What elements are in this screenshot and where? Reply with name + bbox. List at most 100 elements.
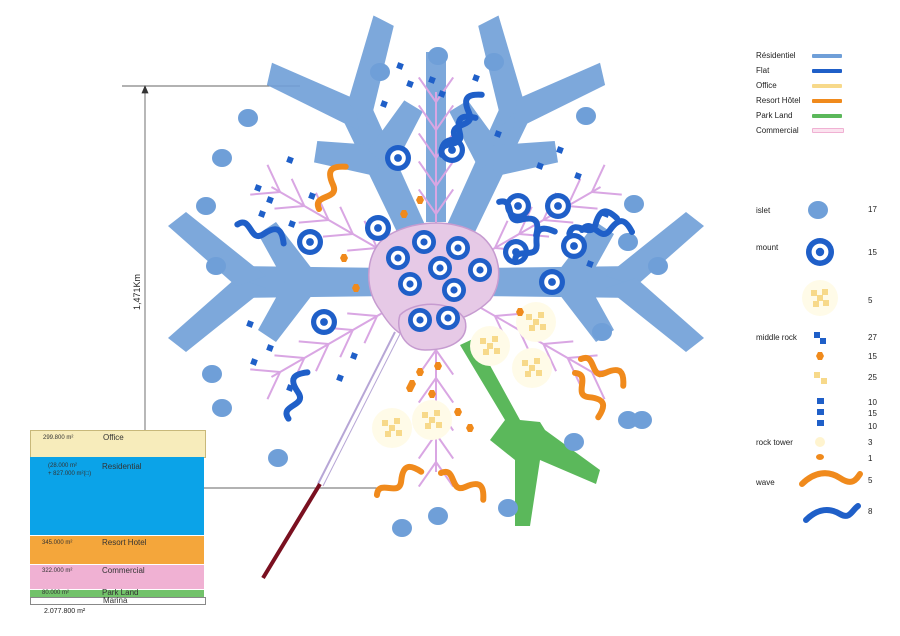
rock-tower-label: rock tower — [756, 438, 793, 447]
area-parkland-name: Park Land — [102, 588, 139, 597]
blue-wave — [234, 219, 287, 247]
road-branch — [266, 164, 282, 193]
islet-icon — [484, 53, 504, 71]
yellow-tower-count: 3 — [868, 438, 873, 447]
islet-icon — [428, 507, 448, 525]
middle-rock-label: middle rock — [756, 333, 797, 342]
road-branch — [290, 178, 306, 207]
yellow-rock-count: 25 — [868, 373, 877, 382]
mount-core — [406, 280, 414, 288]
orange-hexagon — [454, 408, 462, 416]
orange-hexagon — [428, 390, 436, 398]
islet-icon — [238, 109, 258, 127]
road-branch — [543, 340, 574, 345]
road-branch — [590, 371, 606, 400]
road-branch — [417, 132, 437, 159]
road-branch — [435, 104, 455, 131]
arm-branch — [606, 278, 704, 352]
yellow-rock — [813, 301, 819, 307]
area-residential-value-2: + 827.000 m²(□) — [48, 471, 92, 477]
orange-hexagon — [466, 424, 474, 432]
legend-resort-label: Resort Hôtel — [756, 96, 801, 105]
yellow-rock — [494, 348, 500, 354]
islet-icon — [392, 519, 412, 537]
yellow-rock — [817, 295, 823, 301]
yellow-rock — [394, 418, 400, 424]
blue-rock — [286, 156, 294, 164]
mount-count: 15 — [868, 248, 877, 257]
road-branch — [435, 76, 455, 103]
orange-hexagon — [416, 196, 424, 204]
mount-core — [320, 318, 328, 326]
orange-hexagon — [352, 284, 360, 292]
yellow-rock — [823, 300, 829, 306]
road-branch — [417, 104, 437, 131]
arm-branch — [556, 222, 614, 288]
road-branch — [274, 354, 305, 359]
yellow-rock — [533, 319, 539, 325]
area-commercial-name: Commercial — [102, 566, 145, 575]
legend-commercial-swatch — [812, 128, 844, 133]
islet-icon — [196, 197, 216, 215]
yellow-rock — [385, 431, 391, 437]
mount-core — [448, 146, 456, 154]
road-branch — [298, 219, 329, 224]
islet-icon — [206, 257, 226, 275]
road-branch — [417, 76, 437, 103]
legend-flat-swatch — [812, 69, 842, 73]
blue-rock — [246, 320, 254, 328]
area-residential-value-1: (28.000 m² — [48, 463, 78, 469]
arm-branch — [493, 140, 558, 177]
mount-core — [570, 242, 578, 250]
blue-rock — [472, 74, 480, 82]
area-marina-name: Marina — [103, 596, 128, 605]
orange-wave — [373, 463, 425, 498]
road-branch — [417, 461, 437, 488]
orange-hexagon — [516, 308, 524, 316]
yellow-rock — [822, 289, 828, 295]
area-row-resort: 345.000 m² Resort Hotel — [30, 536, 204, 564]
orange-wave — [572, 369, 607, 421]
mount-core — [454, 244, 462, 252]
area-resort-value: 345.000 m² — [42, 540, 73, 546]
road-branch — [591, 191, 622, 196]
blue-square-count-2: 15 — [868, 409, 877, 418]
blue-rock — [254, 184, 262, 192]
islet-icon — [370, 63, 390, 81]
mount-core — [554, 202, 562, 210]
blue-wave — [512, 225, 558, 266]
area-row-office: 299.800 m² Office — [30, 430, 206, 458]
blue-rock — [406, 80, 414, 88]
blue-wave — [496, 198, 541, 239]
legend-residential-label: Résidentiel — [756, 51, 796, 60]
road-branch — [417, 188, 437, 215]
area-office-value: 299.800 m² — [43, 435, 74, 441]
mount-core — [416, 316, 424, 324]
blue-rock — [336, 374, 344, 382]
road-branch — [315, 343, 330, 372]
islet-icon — [632, 411, 652, 429]
road-branch — [567, 205, 598, 210]
yellow-rock — [487, 343, 493, 349]
blue-rock-count: 27 — [868, 333, 877, 342]
blue-square-count-3: 10 — [868, 422, 877, 431]
islet-icon — [564, 433, 584, 451]
blue-wave — [450, 91, 485, 141]
orange-hexagon — [340, 254, 348, 262]
islet-icon — [498, 499, 518, 517]
blue-square-icon — [817, 398, 824, 404]
legend-commercial-label: Commercial — [756, 126, 799, 135]
mount-core — [444, 314, 452, 322]
arm-branch — [513, 62, 606, 131]
mount-core — [436, 264, 444, 272]
blue-wave — [438, 113, 479, 158]
blue-rock — [494, 130, 502, 138]
blue-rock — [428, 76, 436, 84]
legend-icons — [799, 201, 863, 523]
blue-rock — [574, 172, 582, 180]
orange-wave — [437, 468, 487, 503]
arm-branch — [258, 222, 316, 288]
orange-wave-count: 5 — [868, 476, 873, 485]
arm-branch — [368, 100, 423, 170]
islet-icon — [808, 201, 828, 219]
